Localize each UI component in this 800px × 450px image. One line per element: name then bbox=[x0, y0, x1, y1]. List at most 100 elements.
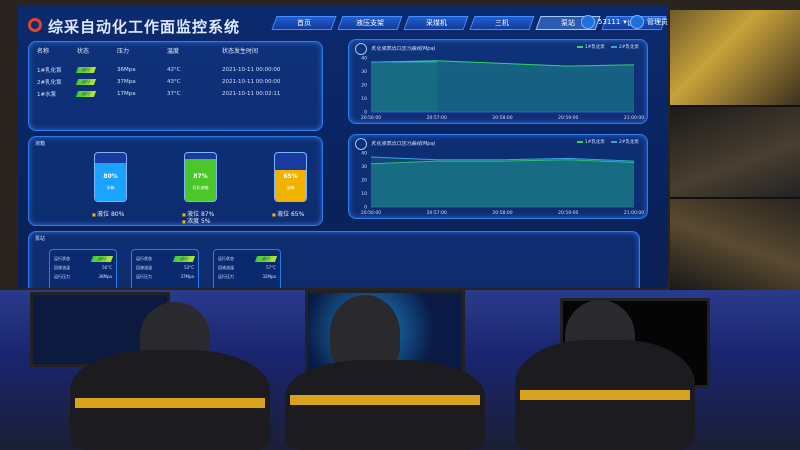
cell-pressure: 36Mpa bbox=[117, 67, 136, 73]
tank-fill bbox=[275, 169, 306, 201]
y-tick-label: 40 bbox=[361, 151, 367, 157]
chart-legend: 1#乳化泵 2#乳化泵 bbox=[576, 44, 639, 50]
x-tick-label: 21:00:00 bbox=[624, 210, 644, 216]
station-icon bbox=[581, 15, 595, 29]
cell-temp: 42°C bbox=[167, 67, 181, 73]
x-tick-label: 20:57:00 bbox=[427, 210, 447, 216]
series-line bbox=[370, 156, 635, 162]
cell-time: 2021-10-11 00:00:00 bbox=[222, 67, 281, 73]
section-title: 泵站 bbox=[35, 236, 46, 242]
tank-gauge: 65% 油箱 bbox=[274, 152, 307, 202]
y-tick-label: 20 bbox=[361, 83, 367, 89]
tank-gauge: 80% 水箱 bbox=[94, 152, 127, 202]
cell-pressure: 17Mpa bbox=[117, 91, 136, 97]
tank-name: 乳化液箱 bbox=[192, 185, 209, 190]
series-area bbox=[371, 60, 634, 112]
camera-feed bbox=[670, 107, 800, 197]
x-tick-label: 20:58:00 bbox=[492, 210, 512, 216]
jacket-stripe bbox=[290, 395, 480, 405]
series-area bbox=[371, 159, 634, 207]
tank-label: 液位 65% bbox=[272, 209, 304, 218]
y-tick-label: 10 bbox=[361, 96, 367, 102]
tank-label: 液位 80% bbox=[92, 209, 124, 218]
pump-row: 回液油温 53°C bbox=[136, 264, 194, 271]
nav-support[interactable]: 液压支架 bbox=[337, 16, 403, 30]
camera-feed bbox=[670, 199, 800, 290]
operator bbox=[330, 295, 400, 370]
table-row[interactable]: 2#乳化泵 运行 37Mpa 43°C 2021-10-11 00:00:00 bbox=[29, 76, 322, 88]
table-row[interactable]: 1#乳化泵 运行 36Mpa 42°C 2021-10-11 00:00:00 bbox=[29, 64, 322, 76]
x-tick-label: 21:00:00 bbox=[624, 115, 644, 121]
status-badge: 运行 bbox=[75, 91, 97, 97]
chart-legend: 1#乳化泵 2#乳化泵 bbox=[576, 139, 639, 145]
avatar bbox=[630, 15, 644, 29]
y-tick-label: 30 bbox=[361, 164, 367, 170]
pump-row: 运行压力 32Mpa bbox=[218, 273, 276, 280]
jacket-stripe bbox=[520, 390, 690, 400]
pump-card[interactable]: 运行状态 运行 回液油温 53°C 运行压力 37Mpa bbox=[131, 249, 199, 288]
x-tick-label: 20:59:00 bbox=[558, 115, 578, 121]
cell-name: 1#乳化泵 bbox=[37, 68, 62, 74]
wall: 综采自动化工作面监控系统 首页 液压支架 采煤机 三机 泵站 设置 53111 … bbox=[0, 0, 800, 290]
pump-card[interactable]: 运行状态 运行 回液油温 56°C 运行压力 36Mpa bbox=[49, 249, 117, 288]
x-tick-label: 20:57:00 bbox=[427, 115, 447, 121]
tank-name: 水箱 bbox=[106, 185, 115, 190]
chart-plot: 0 10 20 30 40 20:56:00 20:57:00 20:58:00 20:59:0… bbox=[361, 151, 644, 217]
section-title: 液箱 bbox=[35, 141, 46, 147]
y-tick-label: 40 bbox=[361, 56, 367, 62]
cell-name: 1#水泵 bbox=[37, 92, 57, 98]
legend-item: 1#乳化泵 bbox=[576, 139, 605, 145]
y-tick-label: 30 bbox=[361, 69, 367, 75]
pressure-chart-1: 乳化液泵出口压力曲线(Mpa) 1#乳化泵 2#乳化泵 0 10 20 30 40 20:5… bbox=[348, 39, 648, 124]
series-line bbox=[370, 159, 635, 165]
pump-row: 运行状态 运行 bbox=[218, 254, 278, 263]
pump-panel: 泵站 运行状态 运行 回液油温 56°C 运行压力 36Mpa 运行状态 运行 回液油温 53°C… bbox=[28, 231, 640, 288]
tank-percent: 65% bbox=[283, 173, 298, 180]
gauge-icon bbox=[355, 43, 367, 55]
pump-row: 运行压力 37Mpa bbox=[136, 273, 194, 280]
cell-pressure: 37Mpa bbox=[117, 79, 136, 85]
chart-title: 乳化液泵出口压力曲线(Mpa) bbox=[371, 46, 436, 52]
nav-shearer[interactable]: 采煤机 bbox=[403, 16, 469, 30]
cell-temp: 43°C bbox=[167, 79, 181, 85]
pump-card[interactable]: 运行状态 运行 回液油温 57°C 运行压力 32Mpa bbox=[213, 249, 281, 288]
nav-three-machines[interactable]: 三机 bbox=[469, 16, 535, 30]
pump-row: 回液油温 57°C bbox=[218, 264, 276, 271]
tank-fill bbox=[95, 162, 126, 201]
tank-label: 浓度 5% bbox=[182, 216, 210, 225]
chart-plot: 0 10 20 30 40 20:56:00 20:57:00 20:58:00 20:59:0… bbox=[361, 56, 644, 122]
tank-gauge: 87% 乳化液箱 bbox=[184, 152, 217, 202]
x-tick-label: 20:59:00 bbox=[558, 210, 578, 216]
legend-item: 2#乳化泵 bbox=[610, 44, 639, 50]
logo-icon bbox=[28, 18, 42, 32]
pump-row: 运行压力 36Mpa bbox=[54, 273, 112, 280]
app-title: 综采自动化工作面监控系统 bbox=[48, 18, 241, 36]
legend-item: 2#乳化泵 bbox=[610, 139, 639, 145]
station-select[interactable]: 53111 ▾ bbox=[581, 15, 627, 29]
jacket-stripe bbox=[75, 398, 265, 408]
legend-item: 1#乳化泵 bbox=[576, 44, 605, 50]
user-menu[interactable]: 管理员 bbox=[630, 15, 668, 29]
series-line bbox=[370, 60, 635, 67]
series-area bbox=[371, 62, 437, 112]
tank-percent: 80% bbox=[103, 173, 118, 180]
tank-fill bbox=[185, 159, 216, 201]
camera-feeds bbox=[670, 10, 800, 290]
cell-temp: 37°C bbox=[167, 91, 181, 97]
cell-time: 2021-10-11 00:00:00 bbox=[222, 79, 281, 85]
nav-home[interactable]: 首页 bbox=[271, 16, 337, 30]
operator bbox=[285, 360, 485, 450]
gauge-icon bbox=[355, 138, 367, 150]
tank-name: 油箱 bbox=[286, 185, 295, 190]
tank-label: 液位 87% bbox=[182, 209, 214, 218]
control-desk bbox=[0, 290, 800, 450]
status-badge: 运行 bbox=[75, 67, 97, 73]
tank-percent: 87% bbox=[193, 173, 208, 180]
y-tick-label: 10 bbox=[361, 191, 367, 197]
table-header: 名称 状态 压力 温度 状态发生时间 bbox=[37, 47, 259, 55]
series-area bbox=[371, 157, 634, 207]
camera-feed bbox=[670, 10, 800, 105]
table-row[interactable]: 1#水泵 运行 17Mpa 37°C 2021-10-11 00:02:11 bbox=[29, 88, 322, 100]
pump-row: 回液油温 56°C bbox=[54, 264, 112, 271]
y-tick-label: 0 bbox=[364, 110, 367, 116]
